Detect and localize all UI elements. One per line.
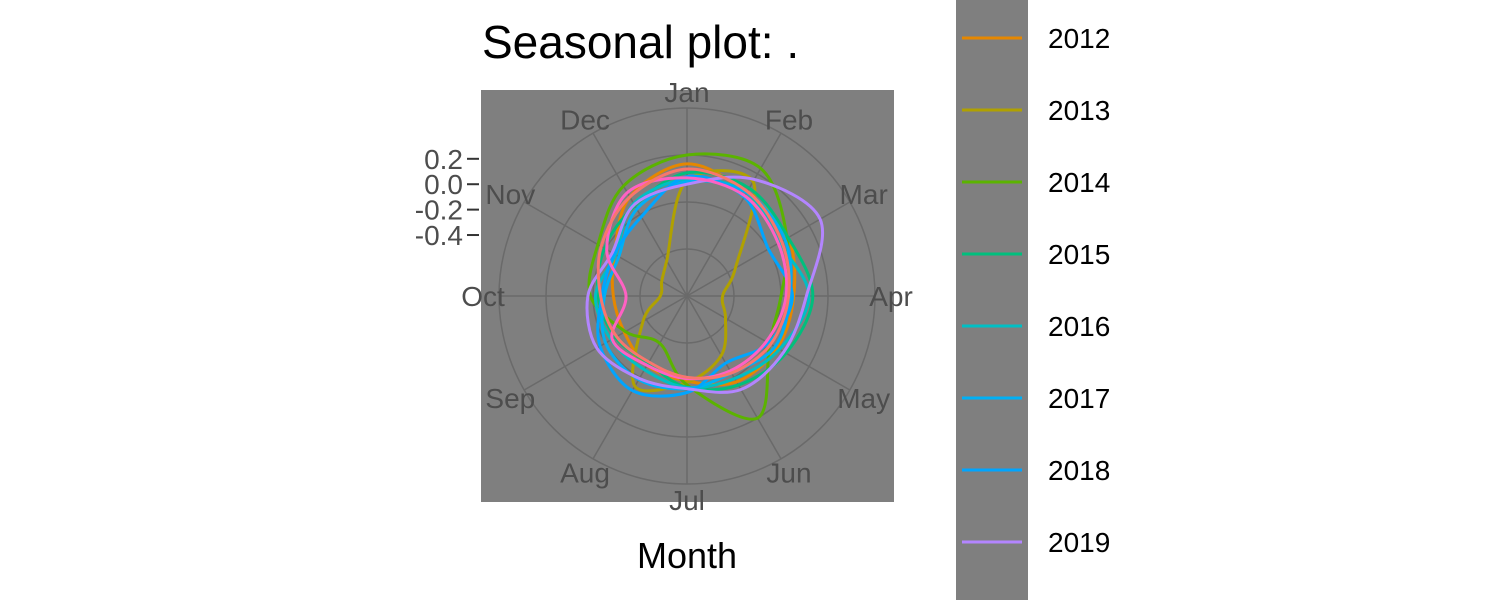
y-tick-label: 0.0 — [424, 169, 463, 200]
y-tick-label: -0.4 — [415, 220, 463, 251]
y-tick-label: 0.2 — [424, 144, 463, 175]
month-label-jun: Jun — [766, 458, 811, 489]
month-label-feb: Feb — [765, 104, 813, 135]
month-label-mar: Mar — [840, 179, 888, 210]
series-line-2018 — [596, 174, 794, 398]
chart-title: Seasonal plot: . — [482, 16, 799, 68]
legend-label-2018: 2018 — [1048, 455, 1110, 486]
grid-spoke — [592, 132, 688, 297]
legend-label-2019: 2019 — [1048, 527, 1110, 558]
x-axis-label: Month — [637, 535, 737, 576]
month-label-may: May — [837, 383, 890, 414]
legend-label-2015: 2015 — [1048, 239, 1110, 270]
series-line-unlabeled-9 — [596, 167, 791, 380]
legend-label-2014: 2014 — [1048, 167, 1110, 198]
month-label-jul: Jul — [669, 485, 705, 516]
legend-label-2013: 2013 — [1048, 95, 1110, 126]
legend-label-2012: 2012 — [1048, 23, 1110, 54]
grid-spoke — [686, 132, 782, 297]
series-line-2013 — [630, 169, 757, 393]
month-label-aug: Aug — [560, 458, 610, 489]
month-label-jan: Jan — [664, 77, 709, 108]
month-label-dec: Dec — [560, 104, 610, 135]
series-line-2019 — [585, 175, 825, 394]
y-tick-label: -0.2 — [415, 195, 463, 226]
series-lines — [585, 152, 825, 421]
month-label-oct: Oct — [461, 281, 505, 312]
legend: 2012 2013 2014 2015 2016 2017 2018 2019 — [962, 23, 1110, 558]
y-axis: 0.20.0-0.2-0.4 — [415, 144, 479, 251]
legend-label-2017: 2017 — [1048, 383, 1110, 414]
month-label-apr: Apr — [869, 281, 913, 312]
legend-label-2016: 2016 — [1048, 311, 1110, 342]
month-label-nov: Nov — [485, 179, 535, 210]
legend-background — [956, 0, 1028, 600]
month-label-sep: Sep — [485, 383, 535, 414]
month-labels: Jan Feb Mar Apr May Jun Jul Aug Sep Oct Nov Dec — [461, 77, 913, 516]
